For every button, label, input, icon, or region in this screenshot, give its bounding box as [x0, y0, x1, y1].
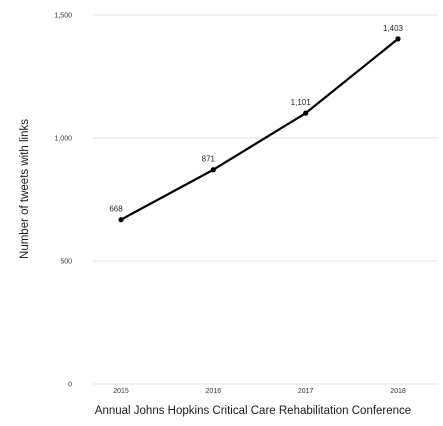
data-point — [118, 217, 124, 223]
data-point — [303, 110, 309, 116]
series-line — [119, 37, 400, 221]
y-tick-label: 0 — [68, 382, 72, 389]
y-axis-title: Number of tweets with links — [19, 119, 31, 259]
y-tick-label: 1,500 — [54, 13, 72, 20]
series-points — [118, 36, 401, 223]
data-point — [210, 167, 216, 173]
x-tick-label: 2015 — [113, 388, 129, 395]
series-line-path — [119, 37, 400, 221]
x-tick-label: 2017 — [298, 388, 314, 395]
data-label: 1,101 — [291, 98, 312, 107]
gridlines — [93, 14, 438, 385]
data-labels: 668 871 1,101 1,403 — [109, 24, 403, 214]
data-point — [395, 36, 401, 42]
x-axis-title: Annual Johns Hopkins Critical Care Rehab… — [95, 405, 411, 417]
x-tick-label: 2016 — [206, 388, 222, 395]
y-tick-label: 1,000 — [54, 136, 72, 143]
y-axis-ticks: 0 500 1,000 1,500 — [54, 13, 72, 389]
x-axis-ticks: 2015 2016 2017 2018 — [113, 388, 406, 395]
x-tick-label: 2018 — [390, 388, 406, 395]
data-label: 1,403 — [383, 24, 404, 33]
y-tick-label: 500 — [60, 259, 72, 266]
data-label: 871 — [202, 155, 216, 164]
data-label: 668 — [109, 205, 123, 214]
